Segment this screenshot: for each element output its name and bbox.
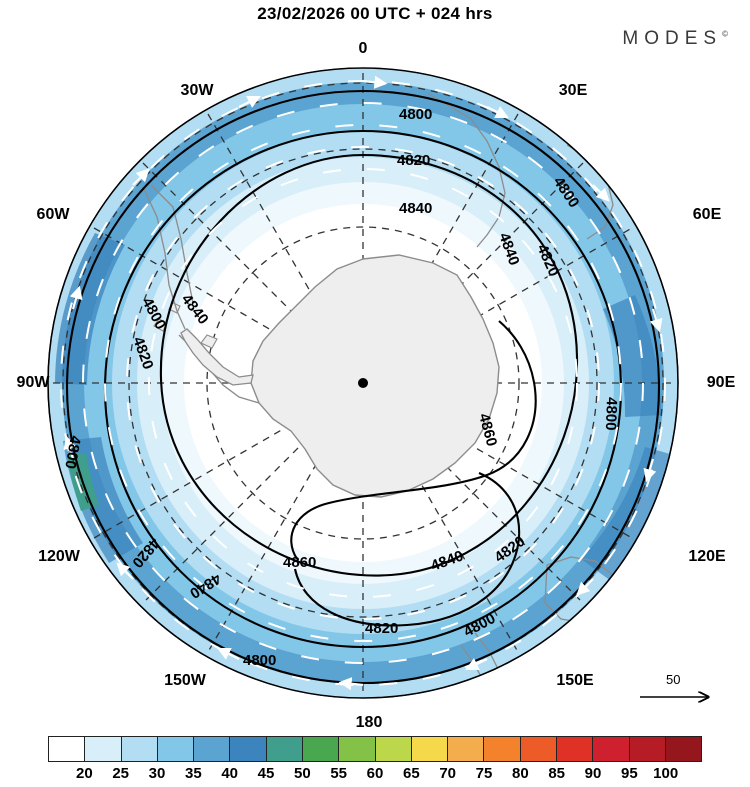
wind-scale-value: 50: [666, 672, 681, 687]
colorbar-cell: [230, 737, 267, 761]
contour-label: 4840: [399, 200, 432, 217]
colorbar-cell: [629, 737, 666, 761]
contour-label: 4860: [283, 554, 316, 571]
lon-label-30e: 30E: [558, 82, 588, 99]
lon-label-180: 180: [355, 714, 383, 731]
lon-label-60w: 60W: [36, 206, 70, 223]
colorbar-cells: [48, 736, 702, 762]
colorbar-tick: 75: [475, 765, 493, 782]
colorbar-tick: 65: [402, 765, 420, 782]
contour-4860-b: [293, 472, 521, 627]
lon-label-60e: 60E: [692, 206, 722, 223]
lon-label-0: 0: [358, 40, 368, 57]
colorbar-tick: 60: [366, 765, 384, 782]
colorbar-tick: 35: [184, 765, 202, 782]
colorbar-cell: [448, 737, 485, 761]
colorbar-cell: [556, 737, 594, 761]
lon-label-30w: 30W: [180, 82, 214, 99]
colorbar-cell: [85, 737, 122, 761]
colorbar-cell: [411, 737, 449, 761]
contour-label: 4820: [397, 152, 430, 169]
colorbar-cell: [49, 737, 86, 761]
lon-label-90w: 90W: [16, 374, 50, 391]
colorbar-tick: 25: [112, 765, 129, 782]
map-canvas: 4800 4820 4840 4860 4860 4800 4820 4840 …: [47, 67, 679, 699]
lon-label-120w: 120W: [38, 548, 80, 565]
contour-4860-a: [290, 320, 537, 560]
wind-scale-arrow-icon: [640, 690, 720, 704]
wind-streamlines: [60, 75, 666, 691]
colorbar-tick: 90: [584, 765, 602, 782]
lon-label-150e: 150E: [556, 672, 594, 689]
colorbar-cell: [339, 737, 376, 761]
modes-logo: MODES©: [622, 28, 728, 50]
lon-label-120e: 120E: [688, 548, 726, 565]
globe-disc: 4800 4820 4840 4860 4860 4800 4820 4840 …: [47, 67, 679, 699]
page-title: 23/02/2026 00 UTC + 024 hrs: [257, 4, 493, 23]
contour-label: 4800: [243, 652, 276, 669]
colorbar-cell: [593, 737, 630, 761]
colorbar-tick: 50: [293, 765, 311, 782]
wind-vector-scale: 50: [640, 672, 730, 710]
colorbar: 20 25 30 35 40 45 50 55 60 65 70 75 80 85 90 95 100: [48, 736, 702, 787]
colorbar-tick: 80: [511, 765, 529, 782]
colorbar-tick: 20: [75, 765, 93, 782]
contour-label: 4800: [602, 397, 620, 431]
lon-label-90e: 90E: [706, 374, 736, 391]
colorbar-tick: 70: [439, 765, 456, 782]
colorbar-cell: [375, 737, 412, 761]
colorbar-tick: 45: [257, 765, 275, 782]
colorbar-tick: 40: [221, 765, 238, 782]
colorbar-cell: [266, 737, 303, 761]
map-boundary-circle: [47, 67, 679, 699]
lon-label-150w: 150W: [164, 672, 206, 689]
colorbar-tick-labels: 20 25 30 35 40 45 50 55 60 65 70 75 80 85 90 95 100: [48, 765, 702, 787]
colorbar-tick: 100: [653, 765, 679, 782]
modes-logo-text: MODES: [622, 28, 723, 49]
colorbar-cell: [484, 737, 521, 761]
colorbar-tick: 55: [330, 765, 347, 782]
colorbar-tick: 85: [548, 765, 565, 782]
colorbar-cell: [665, 737, 702, 761]
contour-label: 4800: [399, 106, 432, 123]
contour-label: 4820: [365, 620, 398, 637]
colorbar-tick: 30: [148, 765, 166, 782]
south-pole-dot: [358, 378, 368, 388]
colorbar-tick: 95: [620, 765, 638, 782]
copyright-mark: ©: [722, 29, 728, 39]
colorbar-cell: [520, 737, 557, 761]
colorbar-cell: [157, 737, 195, 761]
antarctica-landmass: [153, 254, 500, 498]
colorbar-cell: [121, 737, 158, 761]
colorbar-cell: [302, 737, 340, 761]
contour-4840: [159, 153, 579, 577]
colorbar-cell: [194, 737, 231, 761]
contour-4800: [65, 89, 661, 685]
contour-label: 4800: [61, 434, 84, 470]
polar-stereographic-map: 4800 4820 4840 4860 4860 4800 4820 4840 …: [17, 40, 736, 731]
